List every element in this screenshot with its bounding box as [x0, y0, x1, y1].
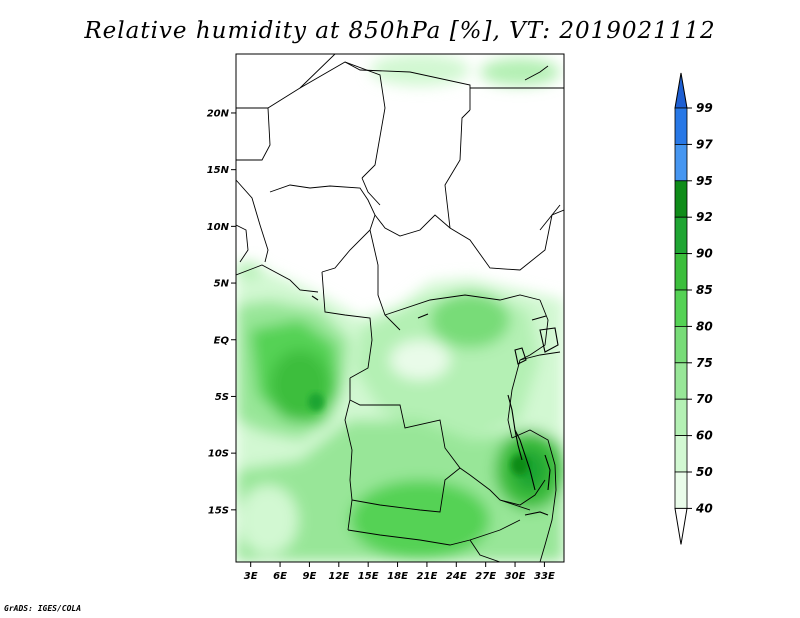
colorbar-top-arrow	[674, 72, 688, 109]
humidity-field	[236, 54, 564, 562]
lon-tick-label: 12E	[328, 571, 349, 582]
colorbar-label: 80	[696, 319, 713, 333]
lon-tick-label: 18E	[387, 571, 408, 582]
colorbar-label: 85	[696, 283, 713, 297]
colorbar-label: 70	[696, 392, 713, 406]
colorbar-label: 97	[696, 137, 713, 151]
colorbar-box	[674, 362, 688, 400]
colorbar-label: 40	[695, 501, 713, 515]
colorbar-label: 60	[696, 429, 713, 443]
colorbar-box	[674, 180, 688, 218]
colorbar-box	[674, 398, 688, 437]
lat-tick-label: EQ	[214, 335, 230, 346]
lat-tick-label: 5S	[215, 392, 229, 403]
colorbar-box	[674, 253, 688, 291]
longitude-axis: 3E 6E 9E 12E 15E 18E 21E 24E 27E 30E 33E	[244, 562, 555, 582]
lat-tick-label: 5N	[214, 279, 230, 290]
colorbar-label: 92	[696, 210, 713, 224]
colorbar-box	[674, 289, 688, 327]
lat-tick-label: 10N	[207, 222, 230, 233]
map-title: Relative humidity at 850hPa [%], VT: 201…	[84, 18, 716, 44]
colorbar-box	[674, 216, 688, 254]
lon-tick-label: 33E	[534, 571, 555, 582]
lon-tick-label: 27E	[475, 571, 496, 582]
colorbar-label: 95	[696, 174, 713, 188]
lat-tick-label: 10S	[208, 449, 229, 460]
colorbar-label: 75	[696, 356, 713, 370]
colorbar-label: 90	[696, 247, 713, 261]
latitude-axis: 20N 15N 10N 5N EQ 5S 10S 15S	[207, 108, 236, 516]
map-frame	[235, 53, 565, 563]
colorbar: 99 97 95 92 90 85 80 75 70 60 50 40	[674, 72, 713, 545]
lon-tick-label: 30E	[505, 571, 526, 582]
lon-tick-label: 21E	[417, 571, 438, 582]
colorbar-box	[674, 143, 688, 182]
lon-tick-label: 15E	[358, 571, 379, 582]
colorbar-label: 50	[696, 465, 713, 479]
colorbar-box	[674, 107, 688, 145]
colorbar-bottom-arrow	[674, 507, 688, 545]
colorbar-box	[674, 471, 688, 509]
lon-tick-label: 24E	[446, 571, 467, 582]
colorbar-box	[674, 325, 688, 364]
country-borders	[236, 54, 564, 562]
lon-tick-label: 9E	[303, 571, 317, 582]
lat-tick-label: 15N	[207, 165, 230, 176]
colorbar-label: 99	[696, 101, 713, 115]
lakes	[311, 295, 559, 516]
lat-tick-label: 20N	[207, 108, 230, 119]
lon-tick-label: 6E	[273, 571, 287, 582]
lon-tick-label: 3E	[244, 571, 258, 582]
lat-tick-label: 15S	[208, 505, 229, 516]
grads-credit: GrADS: IGES/COLA	[4, 604, 82, 613]
colorbar-box	[674, 435, 688, 473]
